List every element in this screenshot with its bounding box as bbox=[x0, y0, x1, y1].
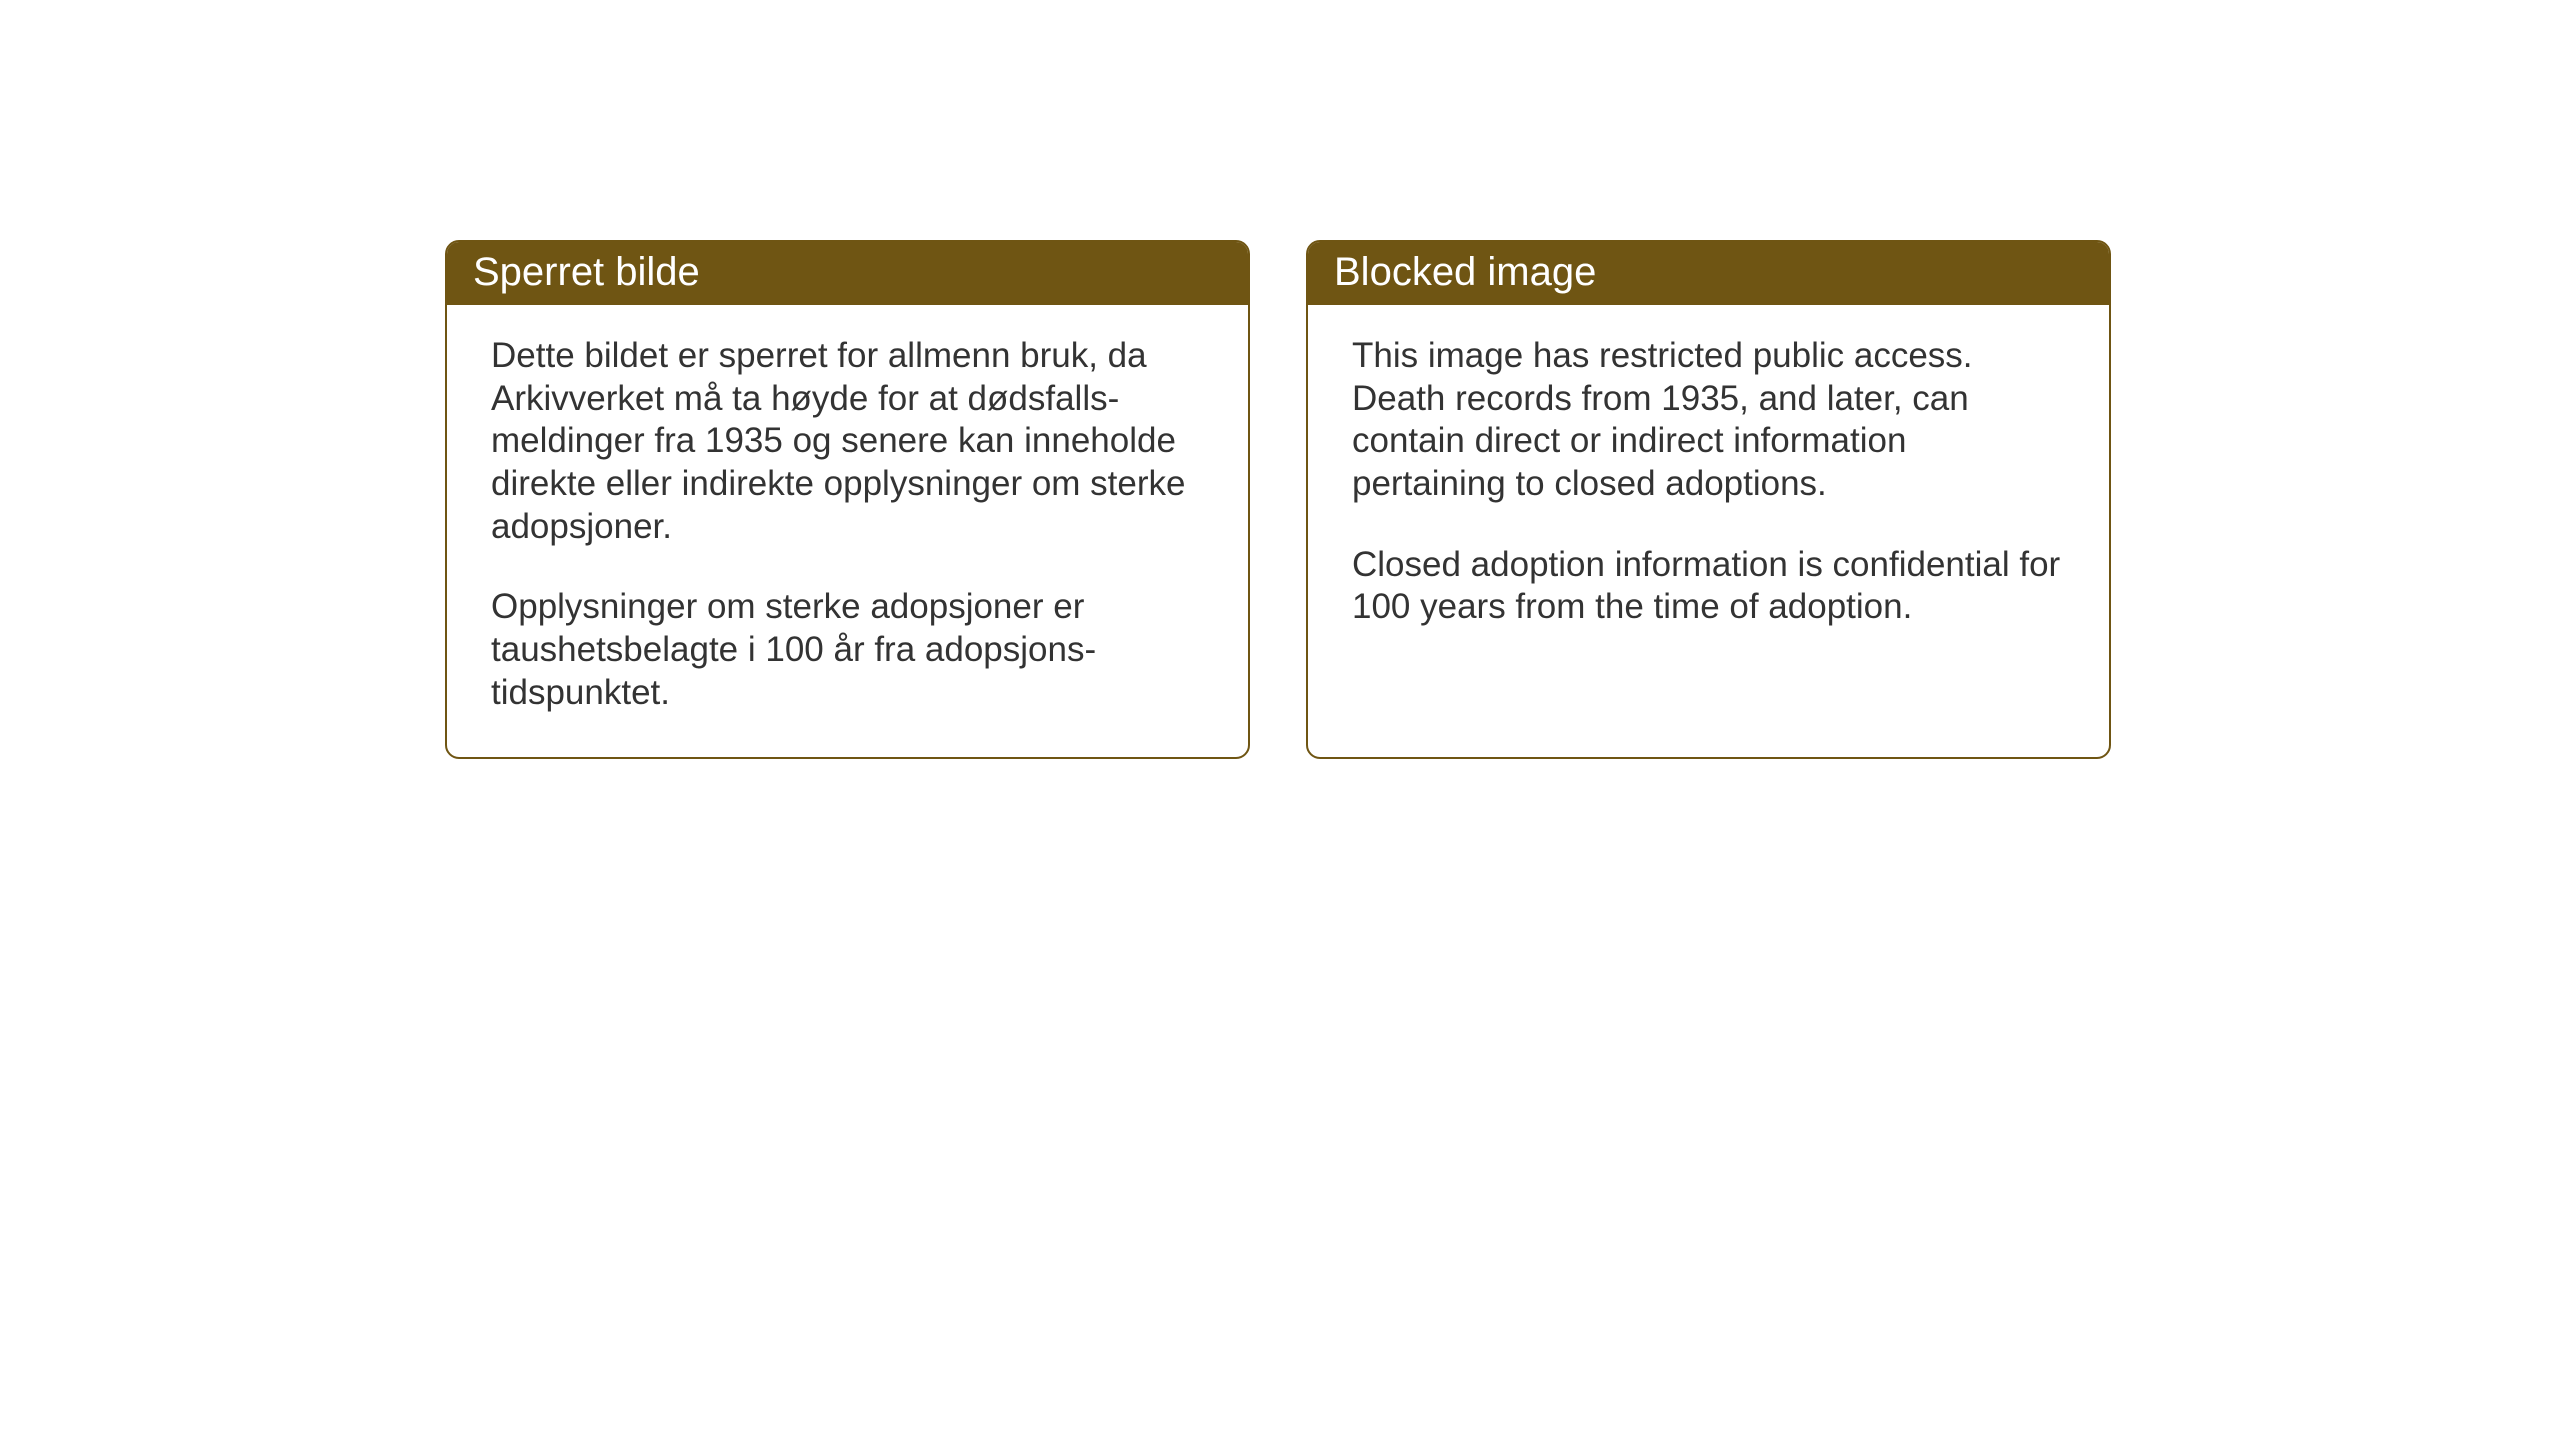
notice-container: Sperret bilde Dette bildet er sperret fo… bbox=[445, 240, 2111, 759]
english-notice-card: Blocked image This image has restricted … bbox=[1306, 240, 2111, 759]
norwegian-notice-title: Sperret bilde bbox=[447, 242, 1248, 305]
english-paragraph-2: Closed adoption information is confident… bbox=[1352, 544, 2065, 629]
norwegian-paragraph-1: Dette bildet er sperret for allmenn bruk… bbox=[491, 335, 1204, 548]
norwegian-paragraph-2: Opplysninger om sterke adopsjoner er tau… bbox=[491, 586, 1204, 714]
english-notice-title: Blocked image bbox=[1308, 242, 2109, 305]
english-paragraph-1: This image has restricted public access.… bbox=[1352, 335, 2065, 506]
norwegian-notice-card: Sperret bilde Dette bildet er sperret fo… bbox=[445, 240, 1250, 759]
norwegian-notice-body: Dette bildet er sperret for allmenn bruk… bbox=[447, 305, 1248, 757]
english-notice-body: This image has restricted public access.… bbox=[1308, 305, 2109, 671]
